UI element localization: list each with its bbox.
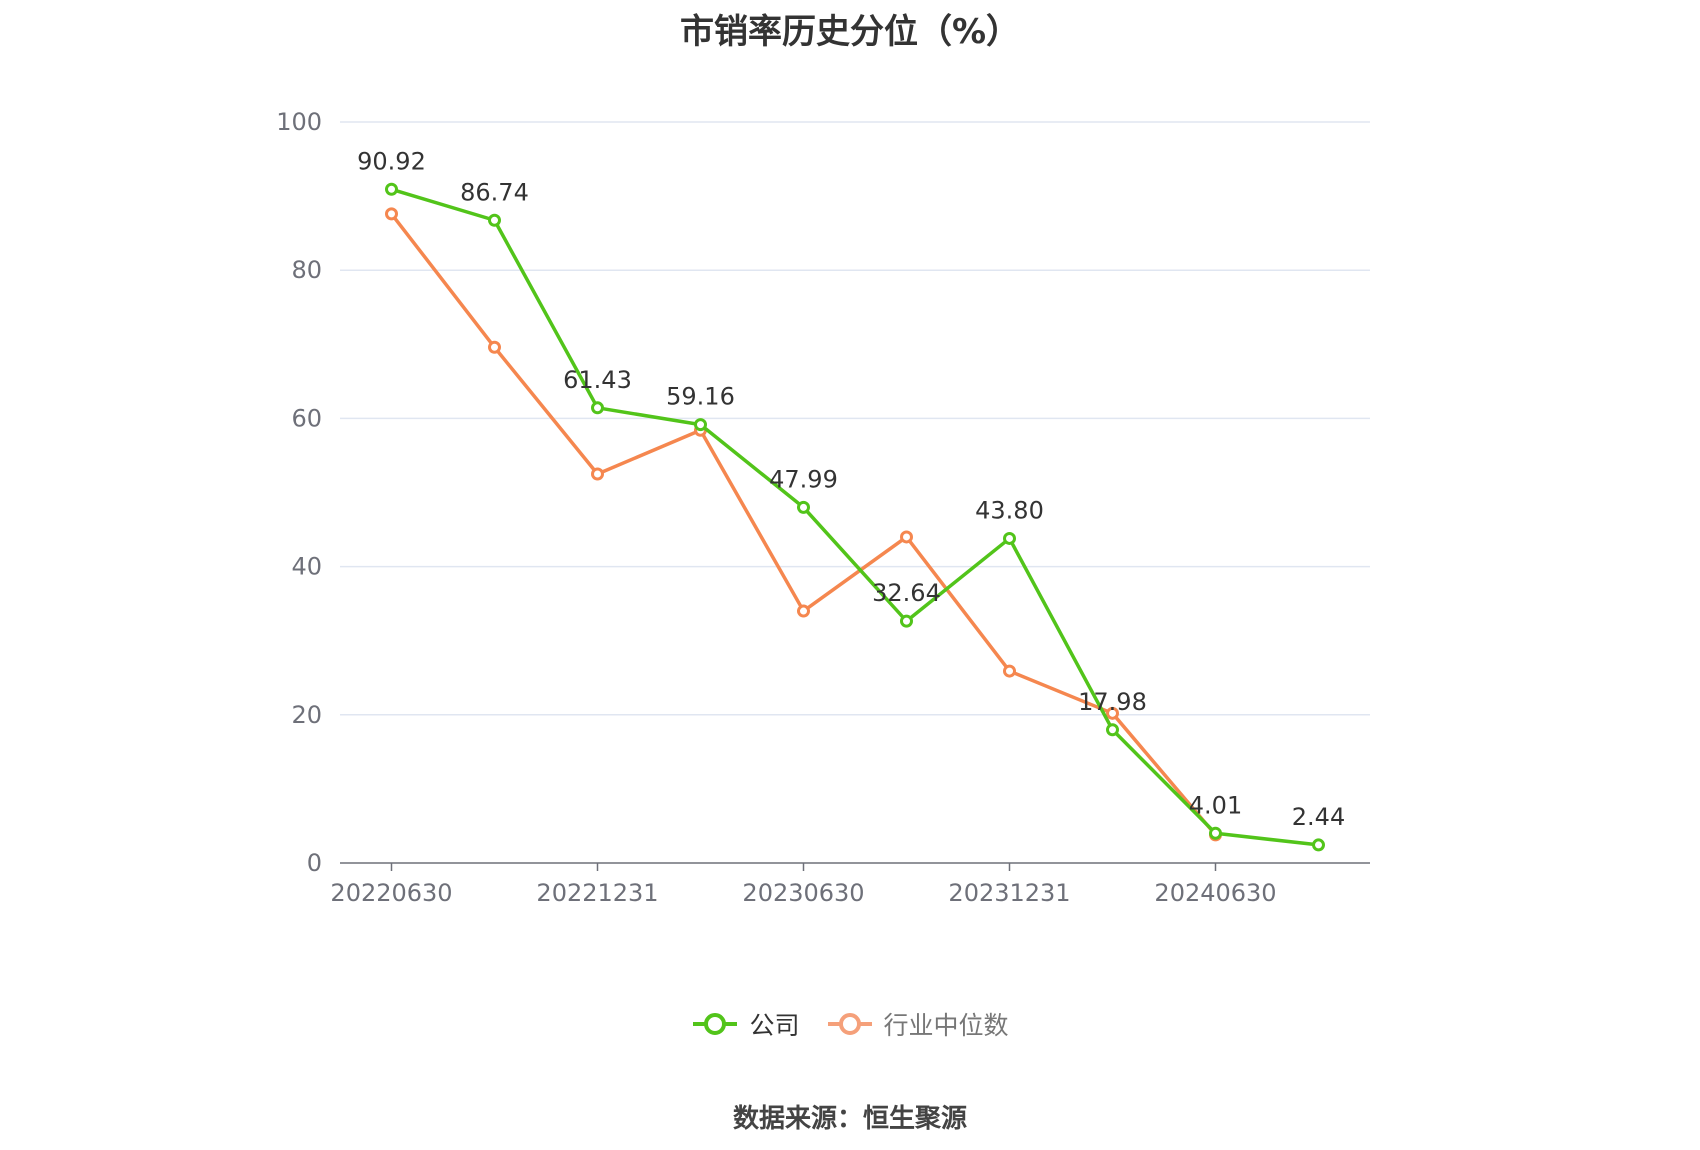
- x-tick-label-20230630: 20230630: [742, 879, 864, 907]
- legend-item-industry[interactable]: 行业中位数: [826, 1006, 1009, 1042]
- y-tick-label-0: 0: [307, 849, 322, 877]
- y-tick-label-80: 80: [291, 256, 322, 284]
- legend-label-company: 公司: [749, 1011, 800, 1040]
- data-label-20230930: 32.64: [872, 579, 941, 607]
- data-label-20230630: 47.99: [769, 465, 838, 493]
- legend-company-line-icon: [693, 1013, 738, 1035]
- company-point-20230930: [900, 614, 913, 628]
- company-line: [390, 187, 1319, 847]
- axes: 0 20 40 60 80 100 20220630 20221231 20230630 2023…: [276, 108, 1370, 907]
- legend-item-company[interactable]: 公司: [691, 1006, 800, 1042]
- industry-point-20240331: [1106, 706, 1119, 720]
- industry-line: [390, 212, 1217, 836]
- y-tick-label-40: 40: [291, 553, 322, 581]
- industry-point-20230930: [900, 530, 913, 544]
- legend: 公司 行业中位数: [0, 1006, 1700, 1042]
- series-layer: [385, 182, 1325, 852]
- industry-point-20220630: [385, 207, 398, 221]
- x-tick-label-20231231: 20231231: [948, 879, 1070, 907]
- y-tick-label-60: 60: [291, 404, 322, 432]
- industry-point-20221231: [591, 467, 604, 481]
- data-label-20240331: 17.98: [1078, 688, 1147, 716]
- data-label-20221231: 61.43: [563, 366, 632, 394]
- x-tick-label-20240630: 20240630: [1154, 879, 1276, 907]
- industry-point-20230630: [797, 604, 810, 618]
- company-point-20221231: [591, 401, 604, 415]
- company-point-20240630: [1209, 826, 1222, 840]
- industry-point-20231231: [1003, 664, 1016, 678]
- series-industry: [385, 207, 1222, 842]
- series-company: [385, 182, 1325, 852]
- company-point-20220930: [488, 213, 501, 227]
- data-label-20240930: 2.44: [1292, 803, 1345, 831]
- data-label-20220630: 90.92: [357, 147, 426, 175]
- chart-title: 市销率历史分位（%）: [679, 12, 1021, 52]
- y-tick-label-100: 100: [276, 108, 322, 136]
- data-label-20220930: 86.74: [460, 178, 529, 206]
- legend-industry-line-icon: [827, 1013, 872, 1035]
- data-labels: 90.92 86.74 61.43 59.16 47.99 32.64 43.80 17.98…: [357, 147, 1345, 831]
- data-label-20231231: 43.80: [975, 496, 1044, 524]
- data-source: 数据来源：恒生聚源: [732, 1104, 967, 1134]
- company-point-20240930: [1312, 838, 1325, 852]
- grid-lines: [340, 121, 1370, 716]
- y-tick-label-20: 20: [291, 701, 322, 729]
- industry-point-20220930: [488, 340, 501, 354]
- x-tick-label-20220630: 20220630: [330, 879, 452, 907]
- company-point-20231231: [1003, 531, 1016, 545]
- company-point-20230331: [694, 418, 707, 432]
- company-point-20220630: [385, 182, 398, 196]
- legend-label-industry: 行业中位数: [883, 1011, 1009, 1040]
- data-label-20240630: 4.01: [1189, 791, 1242, 819]
- data-label-20230331: 59.16: [666, 383, 735, 411]
- company-point-20240331: [1106, 723, 1119, 737]
- company-point-20230630: [797, 500, 810, 514]
- x-tick-label-20221231: 20221231: [536, 879, 658, 907]
